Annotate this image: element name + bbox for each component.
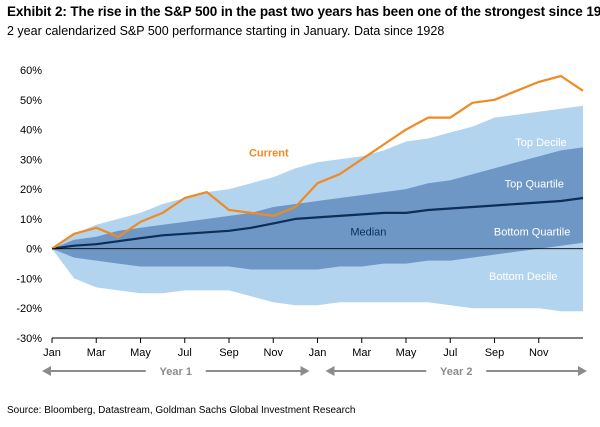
y-tick-label: 0% [26, 244, 42, 256]
x-tick-label: Jan [43, 347, 61, 359]
label-top-decile: Top Decile [515, 137, 566, 149]
year-label-bg [426, 362, 487, 380]
y-tick-label: 60% [20, 65, 42, 77]
y-tick-label: 30% [20, 154, 42, 166]
current-line [51, 74, 584, 250]
label-bottom-decile: Bottom Decile [489, 271, 557, 283]
y-tick-label: -10% [16, 273, 42, 285]
x-tick-label: Nov [263, 347, 283, 359]
label-median: Median [350, 226, 386, 238]
label-bottom-quartile: Bottom Quartile [494, 226, 570, 238]
year-label: Year 2 [440, 366, 472, 378]
axes-layer: -30% -20% -10% 0% 10% 20% 30% 40% 50% 60% Jan Mar Ma… [16, 65, 587, 380]
chart-title: Exhibit 2: The rise in the S&P 500 in th… [7, 4, 600, 19]
y-tick-label: 10% [20, 214, 42, 226]
y-tick-label: -20% [16, 303, 42, 315]
label-top-quartile: Top Quartile [505, 179, 564, 191]
source-note: Source: Bloomberg, Datastream, Goldman S… [7, 405, 356, 416]
y-tick-label: 50% [20, 95, 42, 107]
y-tick-label: 20% [20, 184, 42, 196]
x-tick-label: Nov [529, 347, 549, 359]
y-tick-label: 40% [20, 125, 42, 137]
x-tick-label: May [130, 347, 151, 359]
year-arrow-right-head [300, 366, 310, 376]
year-label: Year 1 [160, 366, 192, 378]
year-arrow-left-head [325, 366, 335, 376]
x-tick-label: Jul [178, 347, 192, 359]
x-tick-label: Mar [352, 347, 371, 359]
label-current: Current [249, 147, 289, 159]
bands-layer [52, 105, 583, 312]
x-tick-label: Jul [443, 347, 457, 359]
chart-subtitle: 2 year calendarized S&P 500 performance … [7, 24, 445, 38]
x-tick-label: Mar [87, 347, 106, 359]
x-tick-label: Sep [485, 347, 505, 359]
lines-layer [51, 74, 584, 250]
y-tick-label: -30% [16, 333, 42, 345]
median-line [51, 196, 584, 250]
year-label-bg [145, 362, 206, 380]
x-tick-label: Jan [309, 347, 327, 359]
x-tick-label: May [396, 347, 417, 359]
year-arrow-right-head [578, 366, 587, 376]
quartile-band [52, 147, 583, 270]
labels-layer: Current Median Top Decile Top Quartile Botto… [249, 137, 570, 283]
x-tick-label: Sep [219, 347, 239, 359]
year-arrow-left-head [42, 366, 51, 376]
